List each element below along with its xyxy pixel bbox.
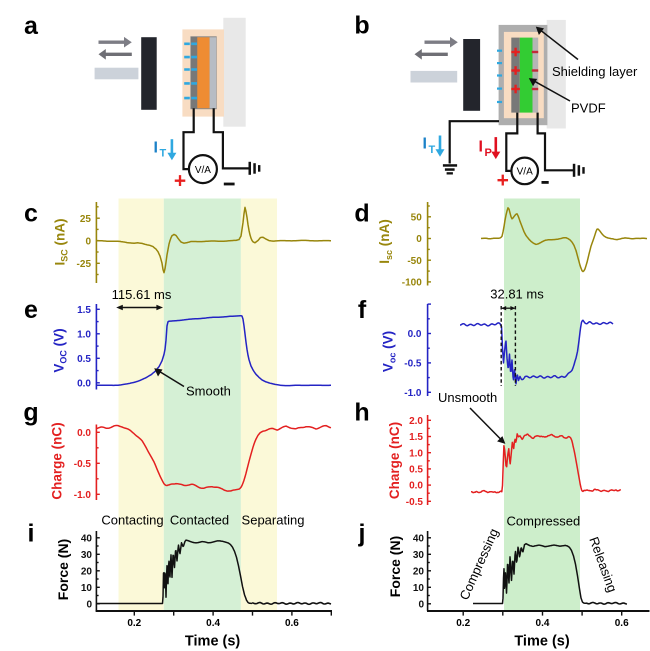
svg-text:2.0: 2.0 <box>409 416 423 427</box>
svg-text:32.81 ms: 32.81 ms <box>490 287 544 302</box>
svg-text:0: 0 <box>86 599 92 610</box>
svg-text:+: + <box>174 170 186 193</box>
svg-text:0.5: 0.5 <box>409 465 423 476</box>
svg-text:-1.0: -1.0 <box>404 388 422 399</box>
svg-text:-100: -100 <box>402 278 422 289</box>
svg-text:Smooth: Smooth <box>186 384 231 399</box>
svg-text:T: T <box>160 147 167 159</box>
svg-text:c: c <box>24 200 38 228</box>
svg-text:T: T <box>429 144 436 156</box>
svg-text:40: 40 <box>81 533 93 544</box>
svg-text:Time (s): Time (s) <box>514 634 570 650</box>
svg-text:PVDF: PVDF <box>571 101 606 116</box>
svg-text:30: 30 <box>81 550 93 561</box>
svg-text:0.6: 0.6 <box>615 618 629 629</box>
svg-text:e: e <box>24 296 38 324</box>
svg-text:1.5: 1.5 <box>409 432 423 443</box>
svg-text:Shielding layer: Shielding layer <box>552 64 638 79</box>
svg-text:-0.5: -0.5 <box>404 359 422 370</box>
svg-text:d: d <box>354 200 369 228</box>
svg-text:1.5: 1.5 <box>77 305 91 316</box>
svg-text:1.0: 1.0 <box>77 329 91 340</box>
svg-text:10: 10 <box>81 583 93 594</box>
svg-text:Contacted: Contacted <box>170 512 229 527</box>
svg-text:0.5: 0.5 <box>77 354 91 365</box>
svg-text:Contacting: Contacting <box>101 512 163 527</box>
svg-text:0.6: 0.6 <box>285 618 299 629</box>
svg-text:0: 0 <box>418 599 424 610</box>
svg-text:0.4: 0.4 <box>206 618 220 629</box>
svg-text:I: I <box>154 139 158 156</box>
svg-text:0: 0 <box>416 234 422 245</box>
svg-text:Force (N): Force (N) <box>387 536 403 597</box>
svg-text:g: g <box>23 399 38 427</box>
svg-text:+: + <box>497 169 509 192</box>
svg-text:0.0: 0.0 <box>408 329 422 340</box>
svg-text:i: i <box>28 519 35 547</box>
svg-text:VOC (V): VOC (V) <box>52 328 69 372</box>
svg-text:1.0: 1.0 <box>409 448 423 459</box>
svg-text:a: a <box>24 12 39 40</box>
svg-text:Force (N): Force (N) <box>55 539 71 600</box>
svg-text:0.4: 0.4 <box>536 618 550 629</box>
svg-text:Unsmooth: Unsmooth <box>438 390 497 405</box>
svg-text:-0.5: -0.5 <box>74 459 92 470</box>
svg-text:0.2: 0.2 <box>127 618 141 629</box>
svg-text:0.0: 0.0 <box>77 378 91 389</box>
svg-text:0.2: 0.2 <box>456 618 470 629</box>
svg-text:0: 0 <box>85 236 91 247</box>
svg-text:25: 25 <box>80 214 92 225</box>
svg-text:Charge (nC): Charge (nC) <box>387 422 402 499</box>
svg-text:h: h <box>354 399 369 427</box>
svg-text:I: I <box>479 139 483 156</box>
svg-text:Compressed: Compressed <box>507 514 581 529</box>
svg-text:0.0: 0.0 <box>409 481 423 492</box>
svg-text:Time (s): Time (s) <box>185 634 241 650</box>
svg-text:10: 10 <box>413 583 425 594</box>
svg-text:f: f <box>358 296 367 324</box>
svg-text:50: 50 <box>411 212 423 223</box>
svg-text:Charge (nC): Charge (nC) <box>50 422 65 499</box>
svg-text:V/A: V/A <box>195 165 211 176</box>
svg-text:Voc (V): Voc (V) <box>381 331 398 372</box>
svg-text:Separating: Separating <box>242 512 305 527</box>
svg-text:20: 20 <box>413 566 425 577</box>
svg-text:40: 40 <box>413 533 425 544</box>
svg-text:-50: -50 <box>407 256 422 267</box>
svg-text:20: 20 <box>81 566 93 577</box>
svg-text:30: 30 <box>413 550 425 561</box>
svg-text:0.0: 0.0 <box>77 428 91 439</box>
svg-text:P: P <box>485 147 492 159</box>
svg-text:j: j <box>358 519 366 547</box>
svg-text:-25: -25 <box>77 259 92 270</box>
svg-text:-0.5: -0.5 <box>406 497 424 508</box>
svg-text:-1.0: -1.0 <box>74 490 92 501</box>
svg-text:V/A: V/A <box>517 167 533 178</box>
svg-text:115.61 ms: 115.61 ms <box>112 287 172 302</box>
svg-text:I: I <box>423 135 427 152</box>
svg-text:b: b <box>354 12 369 40</box>
